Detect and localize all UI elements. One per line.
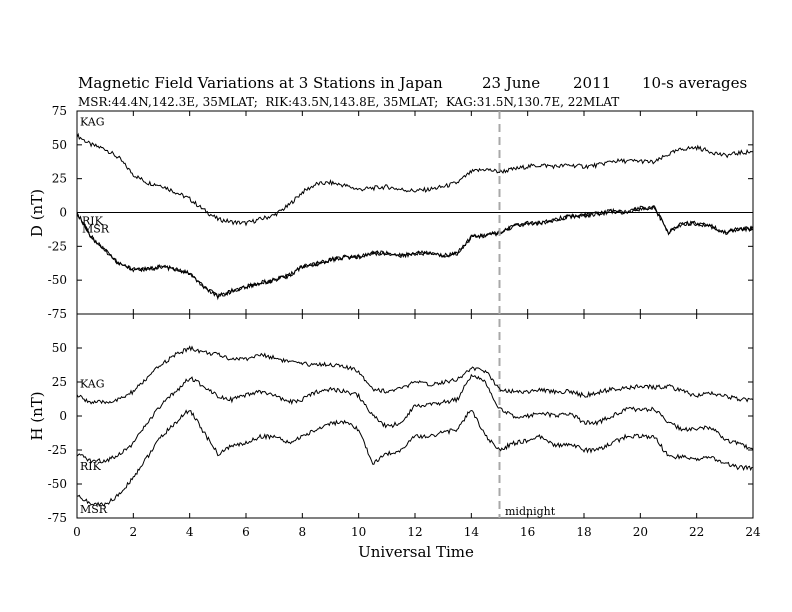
d-ytick-label: -25 <box>48 239 67 253</box>
h-ytick-label: 0 <box>59 409 67 423</box>
x-tick-label: 0 <box>73 525 81 539</box>
h-series-label-rik: RIK <box>80 460 102 473</box>
x-tick-label: 18 <box>576 525 591 539</box>
x-tick-label: 2 <box>130 525 138 539</box>
h-ytick-label: -75 <box>48 511 67 525</box>
chart-year: 2011 <box>573 74 611 92</box>
x-tick-label: 6 <box>242 525 250 539</box>
h-panel-ylabel: H (nT) <box>28 391 46 440</box>
h-series-rik <box>76 373 754 464</box>
chart-averaging: 10-s averages <box>642 74 747 92</box>
x-tick-label: 20 <box>633 525 648 539</box>
midnight-label: midnight <box>505 505 556 518</box>
d-series-label-msr: MSR <box>82 223 110 236</box>
x-tick-label: 4 <box>186 525 194 539</box>
x-tick-label: 10 <box>351 525 366 539</box>
x-axis-label: Universal Time <box>358 543 474 561</box>
d-series-rik <box>76 205 754 300</box>
plot-layer: 7550250-25-50-75KAGRIKMSR50250-25-50-750… <box>48 104 761 539</box>
h-ytick-label: 50 <box>52 341 67 355</box>
h-series-label-kag: KAG <box>80 378 105 391</box>
d-series-label-kag: KAG <box>80 115 105 128</box>
x-tick-label: 22 <box>689 525 704 539</box>
chart-title: Magnetic Field Variations at 3 Stations … <box>78 74 443 92</box>
chart-date: 23 June <box>482 74 540 92</box>
x-tick-label: 24 <box>745 525 761 539</box>
d-series-kag <box>76 132 754 227</box>
h-ytick-label: -50 <box>48 477 67 491</box>
d-panel-ylabel: D (nT) <box>28 189 46 237</box>
station-coordinates: MSR:44.4N,142.3E, 35MLAT; RIK:43.5N,143.… <box>78 95 619 109</box>
d-series-label-rik: RIK <box>82 215 104 228</box>
d-ytick-label: 0 <box>59 206 67 220</box>
h-series-kag <box>76 345 754 405</box>
h-ytick-label: 25 <box>52 375 67 389</box>
x-tick-label: 16 <box>520 525 535 539</box>
d-ytick-label: 25 <box>52 172 67 186</box>
h-ytick-label: -25 <box>48 443 67 457</box>
d-ytick-label: -50 <box>48 273 67 287</box>
d-ytick-label: -75 <box>48 307 67 321</box>
d-ytick-label: 50 <box>52 138 67 152</box>
x-tick-label: 12 <box>407 525 422 539</box>
x-tick-label: 14 <box>464 525 480 539</box>
h-series-msr <box>76 409 754 508</box>
h-panel-frame <box>76 313 754 519</box>
d-ytick-label: 75 <box>52 104 67 118</box>
h-series-label-msr: MSR <box>80 503 108 516</box>
x-tick-label: 8 <box>299 525 307 539</box>
d-series-msr <box>76 205 754 301</box>
